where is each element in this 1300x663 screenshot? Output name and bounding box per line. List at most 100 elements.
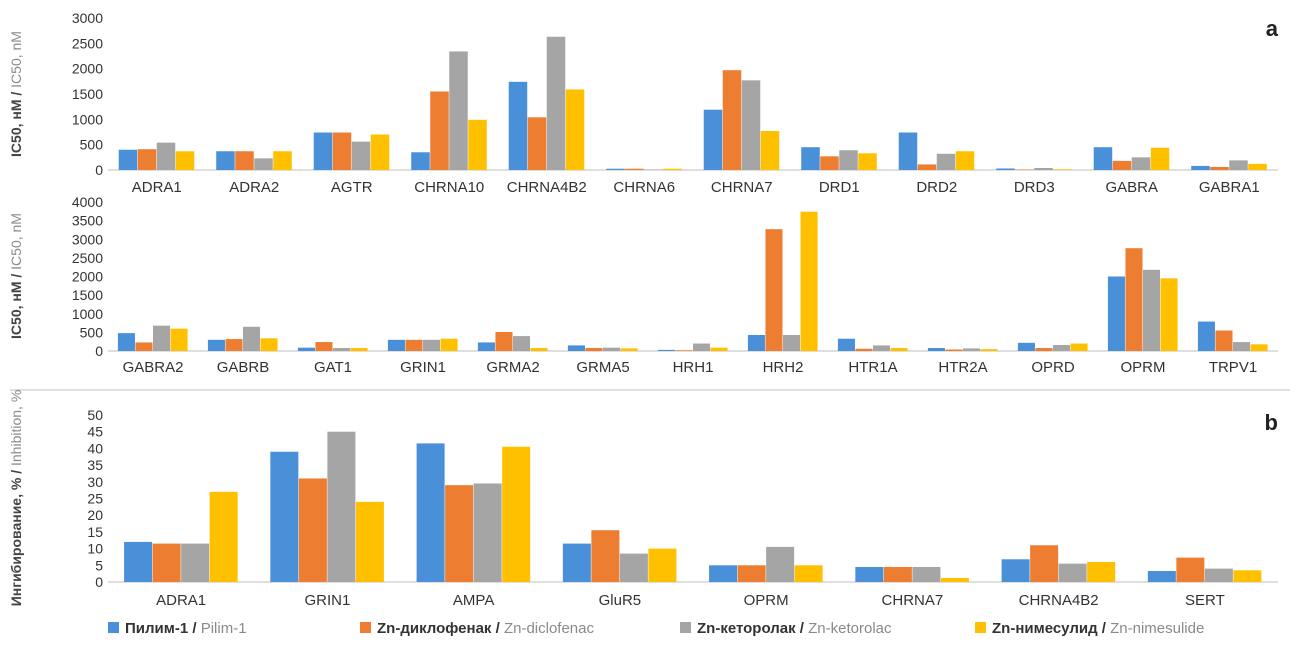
- bar-hrh2-series-2: [765, 229, 783, 351]
- x-category-label: GABRA2: [123, 359, 184, 376]
- y-tick-label: 5: [95, 557, 103, 573]
- legend-item: Пилим-1 / Pilim-1: [108, 620, 247, 637]
- x-category-label: DRD2: [916, 179, 957, 196]
- bar-adra2-series-3: [254, 158, 273, 170]
- legend-label-en: Zn-ketorolac: [808, 620, 892, 637]
- bar-gat1-series-3: [333, 348, 351, 351]
- bar-drd1-series-3: [839, 150, 858, 170]
- y-tick-label: 3000: [72, 10, 103, 26]
- legend-label-ru: Zn-диклофенак /: [377, 620, 504, 637]
- bar-gabra2-series-1: [117, 333, 135, 351]
- bar-ampa-series-4: [502, 446, 531, 582]
- x-category-label: DRD3: [1014, 179, 1055, 196]
- x-category-label: CHRNA4B2: [1019, 592, 1099, 609]
- bar-oprm-series-4: [794, 565, 823, 582]
- legend-swatch: [975, 622, 986, 633]
- bar-oprm-series-3: [1143, 269, 1161, 351]
- legend-label-en: Zn-nimesulide: [1110, 620, 1204, 637]
- bar-agtr-series-2: [332, 132, 352, 170]
- bar-grin1-series-3: [423, 339, 441, 351]
- bar-sert-series-3: [1204, 568, 1233, 582]
- bar-hrh1-series-1: [657, 349, 675, 351]
- y-tick-label: 40: [87, 440, 103, 456]
- bar-oprm-series-3: [766, 546, 795, 582]
- bar-oprd-series-3: [1053, 345, 1071, 351]
- bar-gabrb-series-3: [243, 326, 261, 351]
- bar-adra1-series-1: [124, 541, 153, 582]
- bar-grma2-series-2: [495, 332, 513, 351]
- legend-item: Zn-кеторолак / Zn-ketorolac: [680, 620, 892, 637]
- bar-gabra1-series-4: [1248, 163, 1267, 170]
- bar-grin1-series-4: [440, 338, 458, 351]
- bar-gabra-series-3: [1131, 157, 1151, 170]
- bar-hrh1-series-4: [710, 347, 728, 351]
- bar-chrna4b2-series-2: [1030, 545, 1059, 582]
- bar-adra1-series-2: [137, 149, 157, 170]
- bar-oprd-series-1: [1017, 342, 1035, 351]
- bar-trpv1-series-1: [1197, 321, 1215, 351]
- bar-gabra2-series-3: [153, 325, 171, 351]
- bar-chrna6-series-4: [663, 168, 682, 170]
- bar-drd1-series-1: [801, 147, 820, 170]
- bar-ampa-series-2: [445, 485, 474, 582]
- y-tick-label: 500: [80, 137, 104, 153]
- bar-glur5-series-1: [562, 543, 591, 582]
- bar-adra1-series-3: [156, 142, 176, 170]
- x-category-label: AGTR: [331, 179, 373, 196]
- y-tick-label: 4000: [72, 194, 103, 210]
- bar-drd3-series-4: [1053, 169, 1072, 170]
- bar-gabra1-series-2: [1210, 166, 1229, 170]
- x-category-label: GABRB: [217, 359, 270, 376]
- x-category-label: TRPV1: [1209, 359, 1257, 376]
- y-axis-title: IC50, нМ / IC50, nM: [8, 31, 24, 157]
- bar-chrna7-series-1: [703, 109, 723, 170]
- bar-chrna10-series-4: [468, 119, 487, 170]
- chart-panel-2: 0 500 1000 1500 2000 2500 3000 3500 4000 GABRA2 GA…: [8, 194, 1278, 376]
- bar-grin1-series-3: [327, 431, 356, 582]
- x-category-label: DRD1: [819, 179, 860, 196]
- y-tick-label: 0: [95, 162, 103, 178]
- x-category-label: GRIN1: [304, 592, 350, 609]
- y-tick-label: 30: [87, 474, 103, 490]
- bar-adra1-series-4: [209, 491, 238, 582]
- y-tick-label: 2500: [72, 35, 103, 51]
- bar-chrna4b2-series-4: [1087, 561, 1116, 582]
- x-category-label: CHRNA6: [613, 179, 675, 196]
- x-category-label: GRIN1: [400, 359, 446, 376]
- legend-label-en: Zn-diclofenac: [504, 620, 595, 637]
- legend-swatch: [108, 622, 119, 633]
- bar-chrna4b2-series-4: [565, 89, 585, 170]
- bar-chrna7-series-1: [855, 566, 884, 582]
- bar-hrh2-series-4: [800, 211, 818, 351]
- bar-htr2a-series-3: [963, 348, 981, 351]
- x-category-label: HTR2A: [938, 359, 987, 376]
- y-tick-label: 20: [87, 507, 103, 523]
- chart-panel-1: 0 500 1000 1500 2000 2500 3000 ADRA1 ADRA2 AGTR CH…: [8, 10, 1279, 196]
- bar-htr2a-series-1: [927, 348, 945, 351]
- y-tick-label: 2000: [72, 61, 103, 77]
- y-axis-title-en: IC50, nM: [8, 31, 24, 88]
- bar-gabra2-series-2: [135, 342, 153, 351]
- y-tick-label: 2000: [72, 269, 103, 285]
- bar-glur5-series-4: [648, 548, 677, 582]
- bar-trpv1-series-3: [1233, 342, 1251, 351]
- bar-adra1-series-4: [175, 151, 195, 170]
- x-category-label: ADRA2: [229, 179, 279, 196]
- bar-grma5-series-3: [603, 347, 621, 351]
- legend-label-en: Pilim-1: [201, 620, 247, 637]
- bar-gabra1-series-3: [1229, 160, 1248, 170]
- bar-chrna4b2-series-3: [1058, 563, 1087, 582]
- bar-sert-series-1: [1147, 570, 1176, 582]
- bar-trpv1-series-4: [1250, 344, 1268, 351]
- y-axis-title-ru: IC50, нМ /: [8, 88, 24, 157]
- bar-chrna7-series-4: [940, 577, 969, 582]
- legend-label-ru: Пилим-1 /: [125, 620, 201, 637]
- bar-adra1-series-1: [118, 149, 138, 170]
- bar-grma5-series-2: [585, 348, 603, 351]
- bar-drd2-series-4: [955, 151, 975, 170]
- bar-gabrb-series-4: [260, 338, 278, 351]
- bar-grma5-series-4: [620, 348, 638, 351]
- bar-gabrb-series-1: [207, 339, 225, 351]
- bar-hrh2-series-1: [747, 334, 765, 351]
- legend-label: Zn-диклофенак / Zn-diclofenac: [377, 620, 594, 637]
